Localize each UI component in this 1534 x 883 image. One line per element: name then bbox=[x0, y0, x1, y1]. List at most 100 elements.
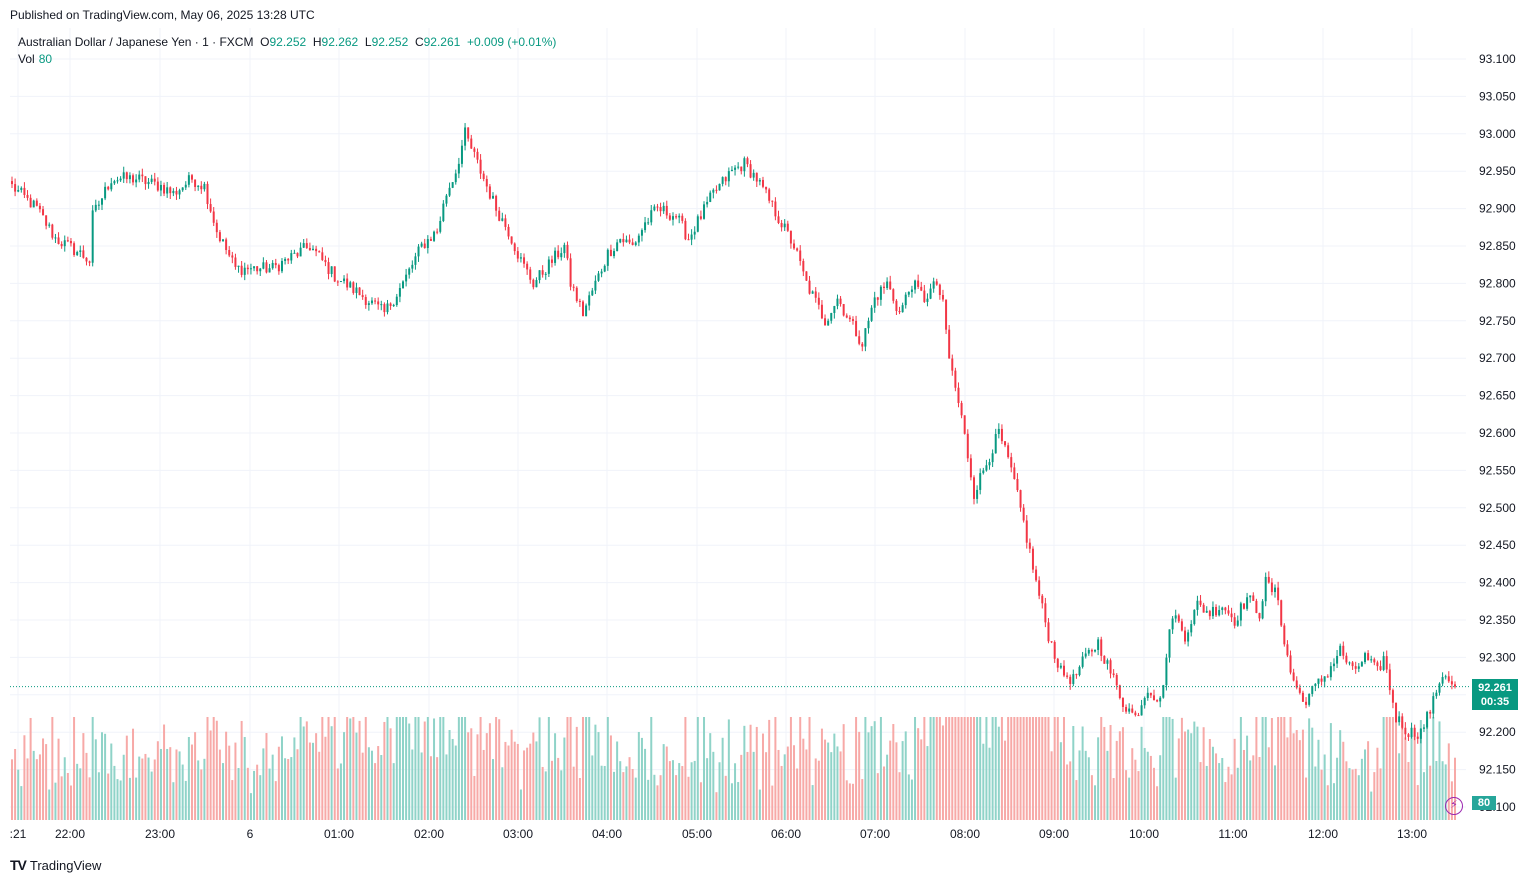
candle-body bbox=[1308, 693, 1311, 705]
candle-body bbox=[240, 265, 243, 275]
volume-bar bbox=[54, 782, 57, 820]
volume-legend: Vol 80 bbox=[18, 52, 52, 66]
volume-bar bbox=[17, 769, 20, 820]
volume-bar bbox=[1159, 755, 1162, 820]
volume-bar bbox=[985, 717, 988, 820]
volume-bar bbox=[988, 747, 991, 820]
candle-body bbox=[448, 187, 451, 196]
candle-body bbox=[473, 148, 476, 152]
candle-body bbox=[988, 462, 991, 466]
candle-body bbox=[557, 250, 560, 258]
volume-bar bbox=[249, 793, 252, 820]
volume-bar bbox=[1419, 720, 1422, 820]
candle-body bbox=[1044, 603, 1047, 623]
candle-body bbox=[1047, 622, 1050, 642]
candle-body bbox=[848, 317, 851, 320]
volume-bar bbox=[1019, 717, 1022, 820]
volume-bars bbox=[11, 717, 1456, 820]
volume-bar bbox=[1382, 717, 1385, 820]
candle-body bbox=[181, 187, 184, 191]
volume-bar bbox=[1044, 717, 1047, 820]
volume-bar bbox=[1267, 747, 1270, 820]
candle-body bbox=[1190, 624, 1193, 633]
candle-body bbox=[901, 305, 904, 313]
candle-body bbox=[1252, 595, 1255, 601]
candle-body bbox=[538, 270, 541, 281]
volume-bar bbox=[1000, 717, 1003, 820]
candle-body bbox=[575, 287, 578, 301]
volume-bar bbox=[336, 768, 339, 820]
candle-body bbox=[588, 295, 591, 306]
candle-body bbox=[1053, 642, 1056, 659]
candle-body bbox=[169, 187, 172, 194]
volume-bar bbox=[678, 763, 681, 820]
candle-body bbox=[457, 163, 460, 174]
candle-body bbox=[1087, 649, 1090, 654]
volume-bar bbox=[467, 732, 470, 820]
volume-bar bbox=[268, 768, 271, 820]
candle-body bbox=[1165, 657, 1168, 686]
volume-bar bbox=[1404, 737, 1407, 820]
candle-body bbox=[1227, 610, 1230, 614]
candle-body bbox=[364, 297, 367, 305]
volume-bar bbox=[1069, 761, 1072, 820]
candle-body bbox=[687, 239, 690, 241]
candle-body bbox=[1270, 582, 1273, 593]
candle-body bbox=[718, 183, 721, 191]
volume-bar bbox=[14, 748, 17, 820]
candle-body bbox=[451, 182, 454, 188]
candle-body bbox=[895, 300, 898, 311]
volume-bar bbox=[405, 717, 408, 820]
candle-body bbox=[1143, 698, 1146, 706]
candle-body bbox=[1311, 685, 1314, 694]
candle-body bbox=[1236, 620, 1239, 626]
volume-bar bbox=[1280, 717, 1283, 820]
candle-body bbox=[932, 281, 935, 289]
candle-body bbox=[523, 257, 526, 264]
candle-body bbox=[1345, 655, 1348, 663]
volume-bar bbox=[789, 717, 792, 820]
candle-body bbox=[684, 220, 687, 240]
volume-bar bbox=[88, 777, 91, 820]
candle-body bbox=[1444, 676, 1447, 678]
volume-bar bbox=[1332, 783, 1335, 820]
candle-body bbox=[1242, 603, 1245, 609]
candle-body bbox=[408, 268, 411, 275]
volume-bar bbox=[1364, 749, 1367, 820]
volume-bar bbox=[1066, 764, 1069, 820]
candle-body bbox=[935, 281, 938, 285]
volume-bar bbox=[85, 752, 88, 820]
volume-bar bbox=[256, 764, 259, 820]
candle-body bbox=[246, 267, 249, 270]
volume-bar bbox=[327, 717, 330, 820]
candle-body bbox=[1314, 683, 1317, 686]
lightning-icon[interactable]: ⚡ bbox=[1445, 797, 1463, 815]
volume-bar bbox=[231, 780, 234, 820]
volume-bar bbox=[706, 758, 709, 820]
price-tick-label: 92.200 bbox=[1479, 725, 1516, 739]
candle-body bbox=[333, 266, 336, 282]
candle-body bbox=[1180, 621, 1183, 631]
price-tick-label: 93.000 bbox=[1479, 127, 1516, 141]
candle-body bbox=[581, 301, 584, 317]
candle-body bbox=[1056, 658, 1059, 668]
candle-body bbox=[402, 281, 405, 289]
candle-body bbox=[88, 261, 91, 263]
candle-body bbox=[560, 253, 563, 258]
candle-body bbox=[997, 428, 1000, 435]
candle-body bbox=[833, 306, 836, 314]
candle-body bbox=[513, 243, 516, 252]
candle-body bbox=[1168, 629, 1171, 658]
candle-body bbox=[1416, 736, 1419, 739]
candle-body bbox=[783, 223, 786, 228]
volume-bar bbox=[358, 720, 361, 820]
candle-body bbox=[485, 178, 488, 187]
volume-bar bbox=[541, 766, 544, 820]
candle-body bbox=[1041, 595, 1044, 604]
volume-bar bbox=[1115, 740, 1118, 820]
volume-bar bbox=[395, 717, 398, 820]
candle-body bbox=[1050, 641, 1053, 643]
candle-body bbox=[1401, 716, 1404, 728]
candle-body bbox=[1152, 695, 1155, 701]
